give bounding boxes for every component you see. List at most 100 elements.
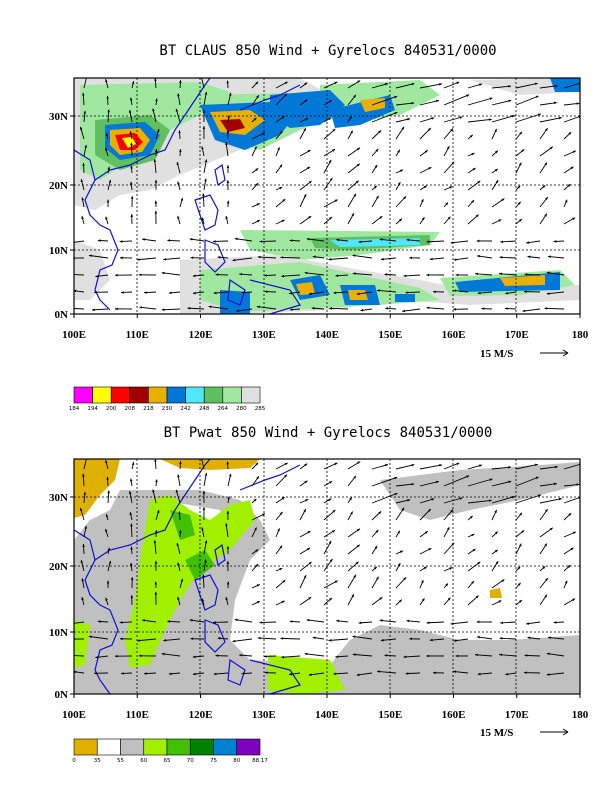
wind-vector-head <box>168 672 172 676</box>
wind-vector-head <box>423 185 427 189</box>
wind-vector-head <box>227 115 230 119</box>
wind-vector <box>163 257 181 261</box>
wind-vector-head <box>82 543 85 547</box>
wind-vector-head <box>180 197 184 201</box>
wind-vector-head <box>522 309 526 313</box>
bottom-y-ticks: 0N 10N 20N 30N <box>49 492 74 701</box>
wind-vector <box>491 480 512 487</box>
wind-vector-head <box>518 162 522 166</box>
wind-vector-head <box>353 574 356 578</box>
wind-vector-head <box>303 128 306 132</box>
wind-vector-head <box>284 474 287 478</box>
wind-vector-head <box>558 497 562 501</box>
wind-vector-head <box>289 239 293 242</box>
wind-vector-head <box>329 216 332 220</box>
wind-vector-head <box>403 577 407 581</box>
colorbar-swatch <box>236 738 261 756</box>
wind-vector-head <box>208 305 212 309</box>
wind-vector-head <box>500 621 504 625</box>
wind-vector-head <box>406 238 410 242</box>
wind-vector-head <box>469 134 473 138</box>
wind-vector-head <box>570 166 574 170</box>
wind-vector-head <box>255 182 259 186</box>
wind-vector-head <box>329 177 333 181</box>
wind-vector-head <box>106 199 110 203</box>
wind-vector-head <box>542 185 546 189</box>
wind-vector-head <box>152 489 155 493</box>
wind-vector-head <box>349 497 352 501</box>
wind-vector-head <box>142 238 145 241</box>
wind-vector-head <box>79 126 83 130</box>
x-tick-label: 100E <box>62 329 86 341</box>
wind-vector-head <box>450 241 454 244</box>
wind-vector-head <box>477 561 481 565</box>
wind-vector-head <box>538 494 542 497</box>
wind-vector-head <box>511 114 515 118</box>
wind-vector-head <box>217 637 221 640</box>
wind-vector-head <box>138 273 142 277</box>
wind-vector-head <box>178 511 181 515</box>
bottom-wind-vectors <box>74 459 580 677</box>
wind-vector-head <box>154 560 158 564</box>
wind-vector-head <box>334 580 338 584</box>
wind-vector-head <box>535 95 539 99</box>
wind-vector <box>187 307 205 310</box>
wind-vector-head <box>303 194 307 198</box>
wind-vector-head <box>385 82 388 86</box>
wind-vector <box>491 85 512 89</box>
wind-vector-head <box>279 568 283 571</box>
wind-vector <box>163 638 181 642</box>
wind-vector-head <box>495 150 498 154</box>
wind-vector-head <box>114 654 118 658</box>
x-tick-label: 140E <box>315 709 339 721</box>
wind-vector-head <box>542 566 546 570</box>
wind-vector-head <box>256 584 260 587</box>
colorbar-label: 0 <box>72 758 76 764</box>
wind-vector-head <box>335 274 339 277</box>
wind-vector-head <box>94 290 97 294</box>
wind-vector-head <box>544 594 547 598</box>
wind-vector <box>259 621 277 624</box>
wind-vector-head <box>129 478 133 482</box>
wind-vector-head <box>255 168 259 172</box>
wind-vector-head <box>80 560 84 564</box>
wind-vector-head <box>105 133 109 137</box>
wind-vector-head <box>84 144 87 148</box>
top-colorbar: 184 194 200 208 218 230 242 248 264 280 285 <box>69 386 266 412</box>
wind-vector-head <box>137 258 140 261</box>
wind-vector-head <box>373 185 377 189</box>
wind-vector-head <box>504 307 508 310</box>
x-tick-label: 170E <box>505 709 529 721</box>
wind-vector <box>329 307 349 310</box>
wind-vector <box>426 621 445 624</box>
wind-vector-head <box>352 254 356 257</box>
wind-vector-head <box>175 108 179 112</box>
wind-vector <box>539 85 558 89</box>
wind-vector-head <box>121 291 124 294</box>
x-tick-label: 180 <box>572 329 589 341</box>
wind-vector-head <box>453 639 457 642</box>
wind-vector-head <box>519 131 522 135</box>
wind-vector-head <box>376 195 379 199</box>
colorbar-swatch <box>148 386 168 404</box>
wind-vector-head <box>334 462 338 466</box>
wind-vector-head <box>328 638 332 642</box>
wind-vector-head <box>358 240 362 244</box>
wind-vector-head <box>475 595 479 599</box>
wind-vector-head <box>130 165 133 169</box>
wind-vector-head <box>350 130 353 134</box>
wind-vector-head <box>353 193 356 197</box>
wind-vector-head <box>357 80 361 84</box>
top-cloud-field <box>74 78 580 314</box>
wind-vector <box>352 653 373 657</box>
wind-vector-head <box>176 161 180 165</box>
wind-vector <box>475 654 493 657</box>
wind-vector-head <box>472 549 476 552</box>
wind-vector-head <box>427 508 431 512</box>
wind-vector-head <box>192 672 196 676</box>
wind-vector-head <box>494 509 497 513</box>
wind-vector-head <box>256 476 259 480</box>
wind-vector-head <box>161 271 165 275</box>
wind-vector-head <box>350 511 353 515</box>
wind-vector-head <box>177 93 180 97</box>
